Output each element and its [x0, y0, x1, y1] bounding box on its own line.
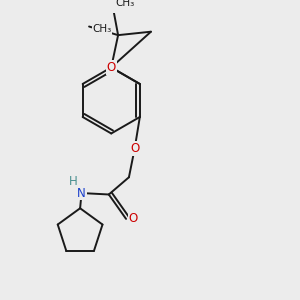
Text: N: N [77, 187, 86, 200]
Text: O: O [106, 61, 116, 74]
Text: O: O [130, 142, 139, 155]
Text: H: H [69, 175, 77, 188]
Text: CH₃: CH₃ [92, 24, 112, 34]
Text: O: O [129, 212, 138, 225]
Text: CH₃: CH₃ [116, 0, 135, 8]
